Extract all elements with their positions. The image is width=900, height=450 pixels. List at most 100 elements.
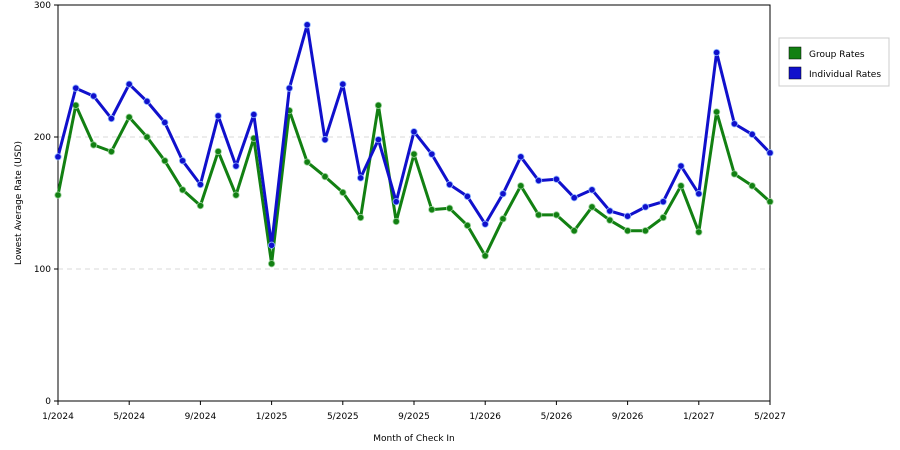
data-point [374,101,382,109]
x-tick-label: 5/2027 [754,412,786,422]
data-point [179,186,187,194]
data-point [606,216,614,224]
data-point [90,92,98,100]
data-point [107,114,116,123]
data-point [143,97,151,105]
data-point [712,108,721,116]
data-point [766,198,774,206]
data-point [179,157,187,165]
data-point [641,203,650,211]
data-point [374,136,382,144]
data-point [659,198,667,206]
y-axis-title: Lowest Average Rate (USD) [14,141,24,265]
data-point [356,213,365,222]
data-point [677,182,685,190]
data-point [534,176,543,185]
data-point [161,157,169,165]
data-point [196,180,204,189]
data-point [285,84,293,92]
series-individual-rates [54,21,774,249]
data-point [232,162,240,170]
data-point [392,198,400,206]
data-point [72,101,80,109]
data-point [481,220,489,228]
data-point [606,207,614,215]
data-point [214,147,222,156]
data-point [517,153,525,161]
data-point [214,112,222,120]
data-point [748,182,756,190]
x-tick-label: 1/2027 [683,412,715,422]
data-point [623,212,632,220]
data-point [267,241,276,249]
data-point [54,153,62,161]
data-point [499,215,507,223]
data-point [339,80,347,88]
data-point [90,141,98,149]
data-point [410,150,418,158]
x-tick-label: 1/2024 [42,412,74,422]
data-point [339,188,347,197]
data-point [463,221,471,230]
series-group-rates [54,101,774,268]
data-point [588,186,596,194]
x-axis-title: Month of Check In [373,434,455,444]
x-tick-label: 9/2025 [398,412,430,422]
data-point [445,180,454,189]
x-tick-label: 9/2024 [185,412,217,422]
series-group [54,21,774,268]
data-point [196,202,204,210]
data-point [730,170,739,178]
data-point [695,190,703,198]
data-point [748,130,756,138]
data-point [570,194,578,202]
data-point [552,175,561,183]
data-point [321,136,329,144]
data-point [410,128,418,136]
x-tick-label: 5/2025 [327,412,359,422]
legend: Group Rates Individual Rates [778,37,890,87]
x-tick-label: 5/2026 [541,412,573,422]
legend-swatch [788,66,802,80]
data-point [392,217,400,226]
data-point [517,182,525,190]
x-tick-label: 1/2026 [469,412,501,422]
data-point [125,113,133,121]
data-point [356,174,365,182]
data-point [641,227,650,235]
data-point [232,191,240,199]
data-point [125,80,133,88]
data-point [54,191,62,199]
x-tick-label: 9/2026 [612,412,644,422]
data-point [534,211,543,219]
data-point [659,213,667,222]
data-point [695,228,703,236]
data-point [321,173,329,181]
data-point [445,204,454,212]
data-point [107,147,116,156]
data-point [161,118,169,127]
data-point [463,192,471,200]
data-point [552,211,561,219]
data-point [623,227,632,235]
data-point [712,48,721,57]
x-tick-label: 1/2025 [256,412,288,422]
x-tick-label: 5/2024 [113,412,145,422]
data-point [588,203,596,211]
data-point [428,206,436,214]
data-point [570,227,578,235]
data-point [766,149,774,157]
legend-label: Individual Rates [809,70,881,80]
data-point [250,110,258,119]
data-point [428,150,436,158]
data-point [143,133,151,141]
x-axis: 1/2024 5/2024 9/2024 1/2025 5/2025 9/2025 1/20… [42,401,786,422]
data-point [499,190,507,198]
data-point [730,120,739,128]
data-point [303,21,311,29]
data-point [481,252,489,260]
y-tick-label: 100 [34,265,51,275]
data-point [72,84,80,92]
data-point [267,260,276,268]
